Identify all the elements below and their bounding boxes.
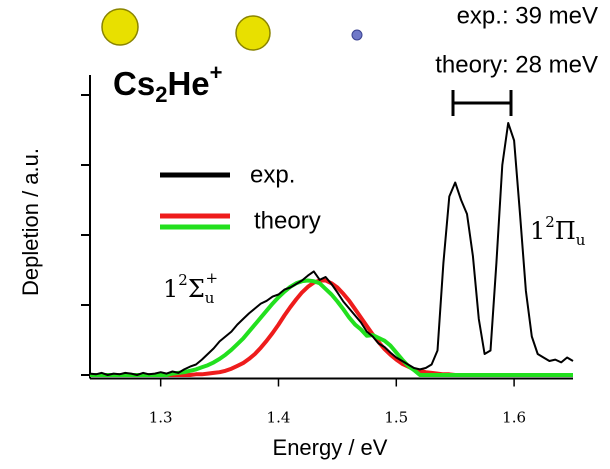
label-part: u xyxy=(576,231,586,249)
label-part: Cs xyxy=(113,65,155,102)
label-part: He xyxy=(167,65,209,102)
label-part: u xyxy=(205,289,215,307)
label-part: 2 xyxy=(155,82,167,107)
x-tick-label: 1.6 xyxy=(502,409,526,427)
legend: exp. theory xyxy=(160,161,321,234)
legend-label: theory xyxy=(254,207,321,234)
x-tick-label: 1.4 xyxy=(267,409,291,427)
series-line xyxy=(90,278,573,377)
molecule-label: Cs2He+ xyxy=(113,60,222,107)
series-line xyxy=(89,122,574,376)
atom-cs xyxy=(101,8,139,46)
label-part: 2 xyxy=(545,213,555,231)
peak-label: 12Σu + xyxy=(163,269,218,307)
label-part: Π xyxy=(555,217,576,245)
annotation: theory: 28 meV xyxy=(435,51,598,78)
label-part: 2 xyxy=(178,271,188,289)
atom-cs xyxy=(235,15,271,51)
width-bracket xyxy=(451,90,513,116)
label-part: + xyxy=(210,60,223,85)
y-axis-label: Depletion / a.u. xyxy=(18,148,43,296)
x-tick-label: 1.5 xyxy=(384,409,408,427)
annotation: exp.: 39 meV xyxy=(457,2,598,29)
label-part: Σ xyxy=(188,275,205,303)
x-axis-label: Energy / eV xyxy=(273,435,388,460)
x-tick-label: 1.3 xyxy=(149,409,173,427)
label-part: 1 xyxy=(530,217,545,245)
label-part: + xyxy=(205,269,218,287)
legend-label: exp. xyxy=(250,161,295,188)
label-part: 1 xyxy=(163,275,178,303)
atom-he xyxy=(351,29,363,41)
peak-label: 12Πu xyxy=(530,213,586,249)
